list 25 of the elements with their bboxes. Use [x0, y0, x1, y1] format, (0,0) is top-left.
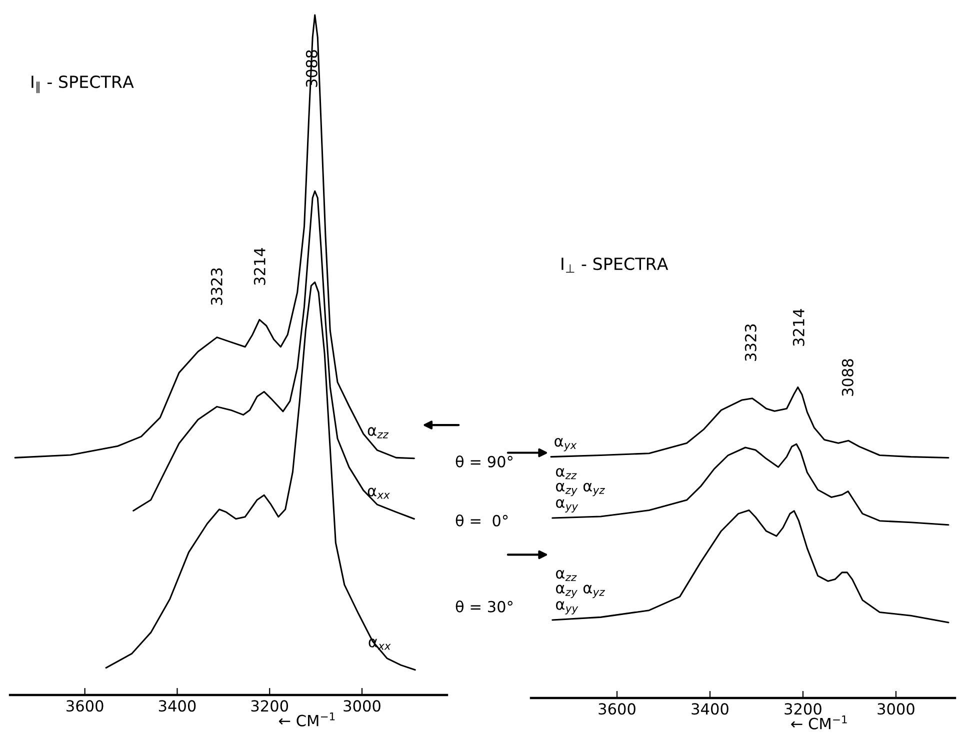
text: α$_{zz}$ α$_{zy}$ α$_{yz}$ α$_{yy}$: [556, 468, 605, 512]
series-label: α$_{xx}$: [368, 488, 390, 499]
x-axis-title: ← CM$^{−1}$: [278, 712, 335, 726]
legend-label: α$_{yx}$: [554, 438, 577, 452]
text: θ = 30°: [456, 600, 512, 612]
x-tick-label: 3000: [344, 700, 380, 712]
x-tick-label: 3000: [878, 703, 914, 715]
text: θ = 90°: [456, 455, 512, 468]
text: α$_{zz}$ α$_{zy}$ α$_{yz}$ α$_{yy}$: [556, 570, 605, 614]
annotation: 3088: [842, 359, 854, 396]
text: I$_{∥}$ - SPECTRA: [32, 76, 134, 94]
legend-label: α$_{zz}$: [368, 427, 389, 438]
x-tick-label: 3400: [158, 700, 196, 712]
annotation: 3323: [210, 268, 222, 305]
x-tick-label: 3600: [66, 700, 104, 712]
text: 3323: [744, 324, 756, 361]
text: 3214: [792, 308, 804, 346]
chart-title: I$_{⊥}$ - SPECTRA: [562, 258, 668, 273]
x-tick-label: 3600: [598, 703, 636, 715]
text: θ = 0°: [456, 514, 508, 526]
x-tick-label: 3200: [784, 703, 822, 715]
annotation: 3214: [254, 248, 266, 285]
x-tick-label: 3200: [251, 700, 288, 712]
x-tick-label: 3400: [692, 703, 728, 715]
x-axis-title: ← CM$^{−1}$: [791, 716, 847, 730]
